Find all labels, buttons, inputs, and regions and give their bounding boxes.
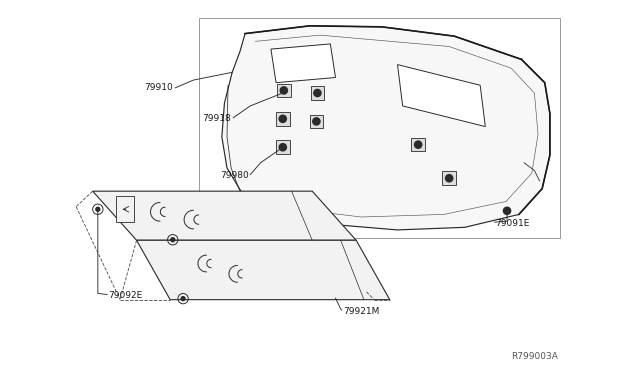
Circle shape [171, 238, 175, 242]
Polygon shape [310, 115, 323, 128]
Polygon shape [93, 191, 356, 240]
Circle shape [415, 141, 422, 148]
Circle shape [96, 207, 100, 211]
Polygon shape [412, 138, 425, 151]
Polygon shape [442, 171, 456, 185]
Polygon shape [222, 26, 550, 230]
Polygon shape [116, 196, 134, 222]
Circle shape [313, 118, 320, 125]
Polygon shape [271, 44, 335, 83]
Polygon shape [276, 112, 290, 126]
Polygon shape [277, 84, 291, 97]
Circle shape [279, 144, 287, 151]
Circle shape [279, 115, 287, 122]
Circle shape [280, 87, 287, 94]
Circle shape [314, 89, 321, 97]
Circle shape [181, 297, 185, 301]
Circle shape [445, 174, 452, 182]
Text: 79092E: 79092E [108, 291, 143, 300]
Text: 79980: 79980 [220, 171, 249, 180]
Text: 79921M: 79921M [343, 307, 379, 315]
Polygon shape [310, 86, 324, 100]
Circle shape [504, 207, 511, 214]
Polygon shape [397, 65, 485, 126]
Text: 79091E: 79091E [495, 219, 530, 228]
Text: 79910: 79910 [144, 83, 173, 92]
Polygon shape [276, 141, 290, 154]
Polygon shape [136, 240, 390, 300]
Text: 79918: 79918 [202, 114, 231, 124]
Text: R799003A: R799003A [511, 352, 557, 360]
